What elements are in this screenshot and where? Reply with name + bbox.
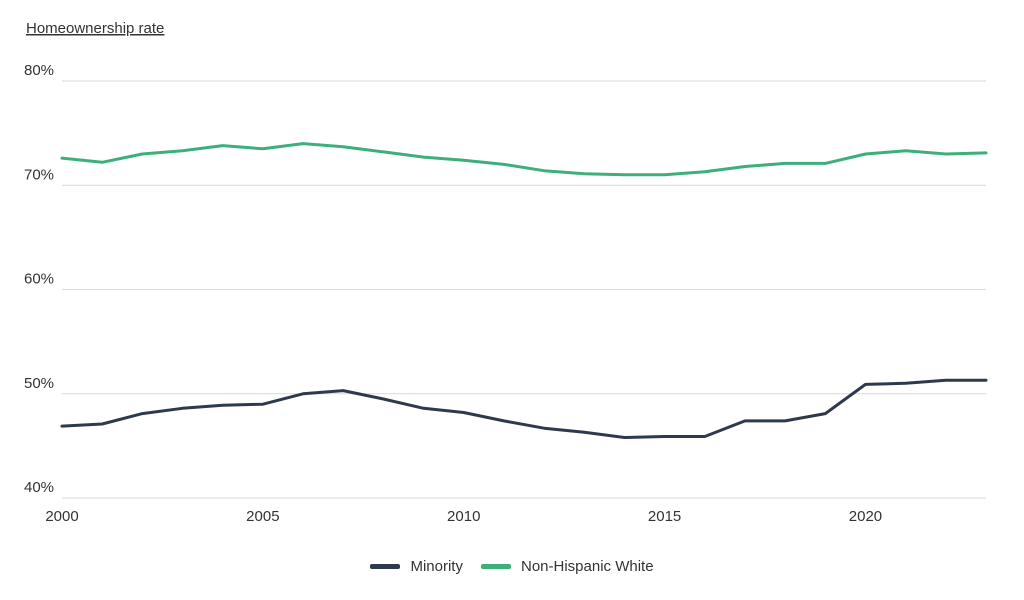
x-tick-label: 2005: [246, 508, 279, 525]
y-tick-label: 40%: [24, 479, 54, 496]
y-axis-label: Homeownership rate: [26, 20, 164, 37]
y-axis-ticks: 40% 50% 60% 70% 80%: [24, 62, 54, 496]
y-tick-label: 70%: [24, 166, 54, 183]
legend-swatch-non-hispanic-white: [480, 564, 511, 569]
legend-label-non-hispanic-white: Non-Hispanic White: [520, 558, 654, 575]
legend-item-non-hispanic-white[interactable]: Non-Hispanic White: [480, 558, 654, 575]
x-axis-ticks: 2000 2005 2010 2015 2020: [45, 508, 882, 525]
y-tick-label: 50%: [24, 375, 54, 392]
x-tick-label: 2010: [447, 508, 480, 525]
series-line-minority[interactable]: [60, 378, 988, 439]
y-tick-label: 80%: [24, 62, 54, 79]
series-line-non-hispanic-white[interactable]: [60, 142, 988, 177]
x-tick-label: 2000: [45, 508, 78, 525]
x-tick-label: 2020: [849, 508, 882, 525]
series-lines: [60, 142, 988, 439]
legend-item-minority[interactable]: Minority: [370, 558, 463, 575]
legend-swatch-minority: [370, 564, 401, 569]
gridlines: [62, 80, 986, 499]
legend-label-minority: Minority: [410, 558, 463, 575]
y-tick-label: 60%: [24, 271, 54, 288]
legend: Minority Non-Hispanic White: [0, 558, 1024, 575]
x-tick-label: 2015: [648, 508, 681, 525]
